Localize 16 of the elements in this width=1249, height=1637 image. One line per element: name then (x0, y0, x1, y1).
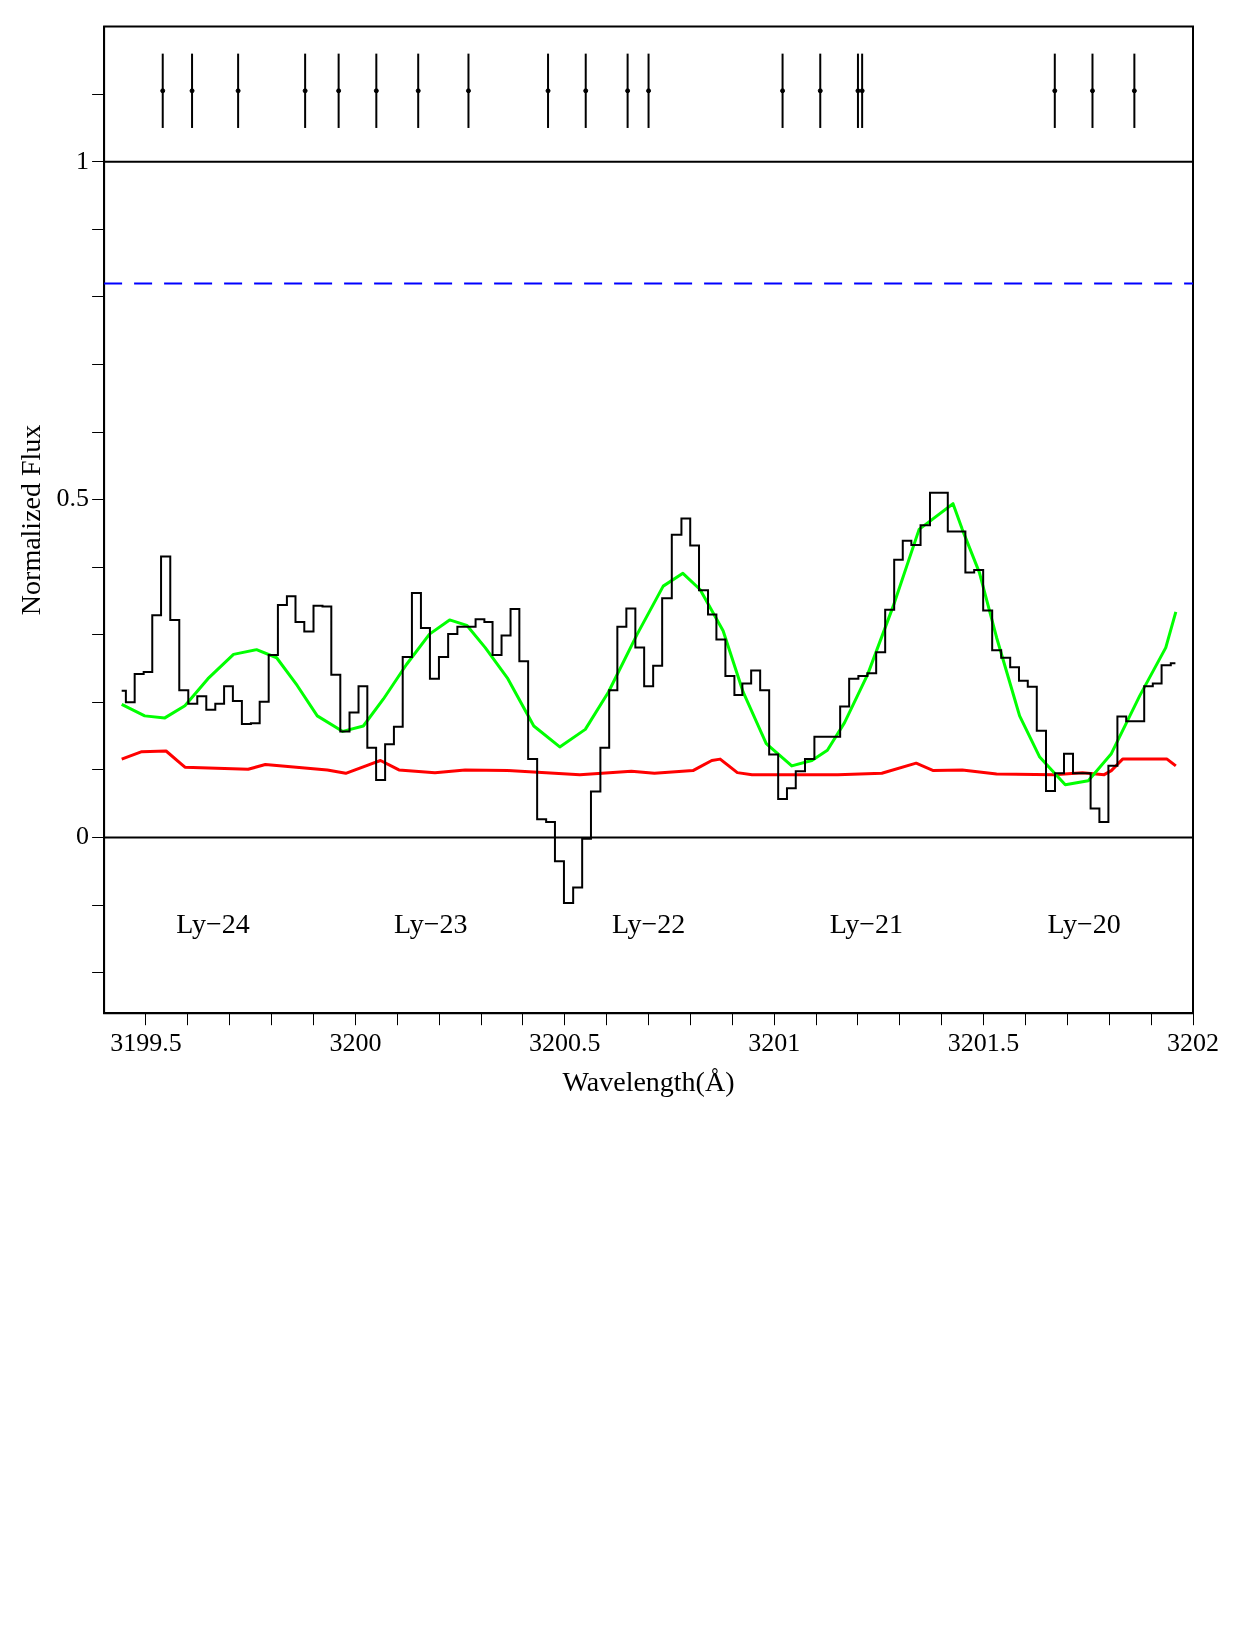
x-tick-label: 3201 (748, 1027, 801, 1057)
x-tick-label: 3200 (329, 1027, 382, 1057)
y-tick-label: 0 (76, 821, 90, 851)
annotation: Ly−24 (176, 907, 250, 939)
x-tick-label: 3202 (1167, 1027, 1219, 1057)
annotation: Ly−21 (829, 907, 904, 939)
y-tick-label: 0.5 (56, 483, 90, 513)
x-axis-title: Wavelength(Å) (562, 1065, 735, 1097)
x-tick-label: 3199.5 (110, 1027, 182, 1057)
x-tick-label: 3200.5 (529, 1027, 601, 1057)
x-tick-label: 3201.5 (947, 1027, 1020, 1057)
annotation: Ly−22 (611, 907, 686, 939)
annotation: Ly−23 (394, 907, 468, 939)
annotation: Ly−20 (1047, 907, 1121, 939)
y-axis-title: Normalized Flux (15, 424, 47, 616)
y-tick-label: 1 (76, 145, 90, 175)
